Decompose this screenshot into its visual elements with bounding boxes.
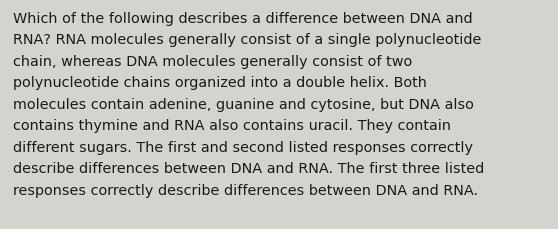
Text: responses correctly describe differences between DNA and RNA.: responses correctly describe differences… — [13, 183, 478, 197]
Text: chain, whereas DNA molecules generally consist of two: chain, whereas DNA molecules generally c… — [13, 55, 412, 69]
Text: contains thymine and RNA also contains uracil. They contain: contains thymine and RNA also contains u… — [13, 119, 451, 133]
Text: describe differences between DNA and RNA. The first three listed: describe differences between DNA and RNA… — [13, 162, 484, 176]
Text: different sugars. The first and second listed responses correctly: different sugars. The first and second l… — [13, 140, 473, 154]
Text: RNA? RNA molecules generally consist of a single polynucleotide: RNA? RNA molecules generally consist of … — [13, 33, 482, 47]
Text: polynucleotide chains organized into a double helix. Both: polynucleotide chains organized into a d… — [13, 76, 427, 90]
Text: molecules contain adenine, guanine and cytosine, but DNA also: molecules contain adenine, guanine and c… — [13, 98, 474, 112]
Text: Which of the following describes a difference between DNA and: Which of the following describes a diffe… — [13, 12, 473, 26]
